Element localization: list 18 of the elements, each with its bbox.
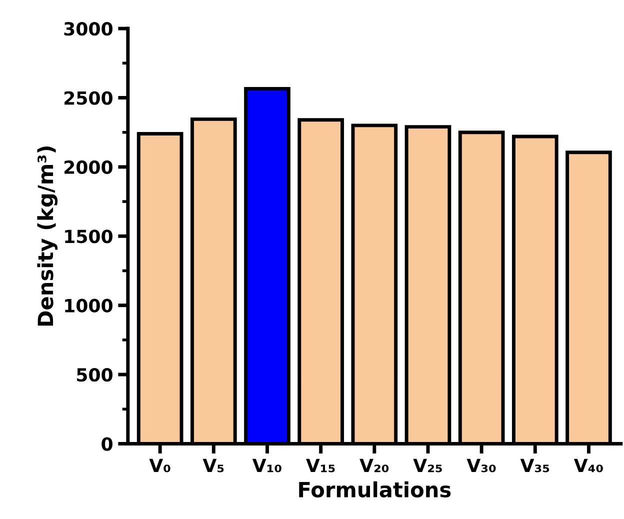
y-tick-label: 2500: [64, 91, 112, 105]
x-tick-label: V₀: [149, 458, 170, 472]
x-tick-label: V₃₅: [520, 458, 550, 472]
x-axis-title: Formulations: [299, 481, 451, 498]
y-tick-label: 3000: [64, 22, 112, 36]
x-tick-label: V₃₀: [466, 458, 496, 472]
x-tick-label: V₂₀: [360, 458, 389, 472]
y-axis-title: Density (kg/m³): [37, 146, 58, 326]
x-tick-label: V₁₀: [252, 458, 282, 472]
y-tick-label: 1500: [65, 230, 112, 244]
x-tick-label: V₂₅: [413, 458, 442, 472]
x-tick-label: V₁₅: [306, 458, 335, 472]
y-tick-label: 1000: [65, 298, 112, 312]
y-tick-label: 500: [77, 368, 112, 382]
y-tick-label: 2000: [64, 160, 112, 174]
x-tick-label: V₅: [202, 458, 224, 472]
y-tick-label: 0: [102, 437, 112, 451]
x-tick-label: V₄₀: [574, 458, 603, 472]
